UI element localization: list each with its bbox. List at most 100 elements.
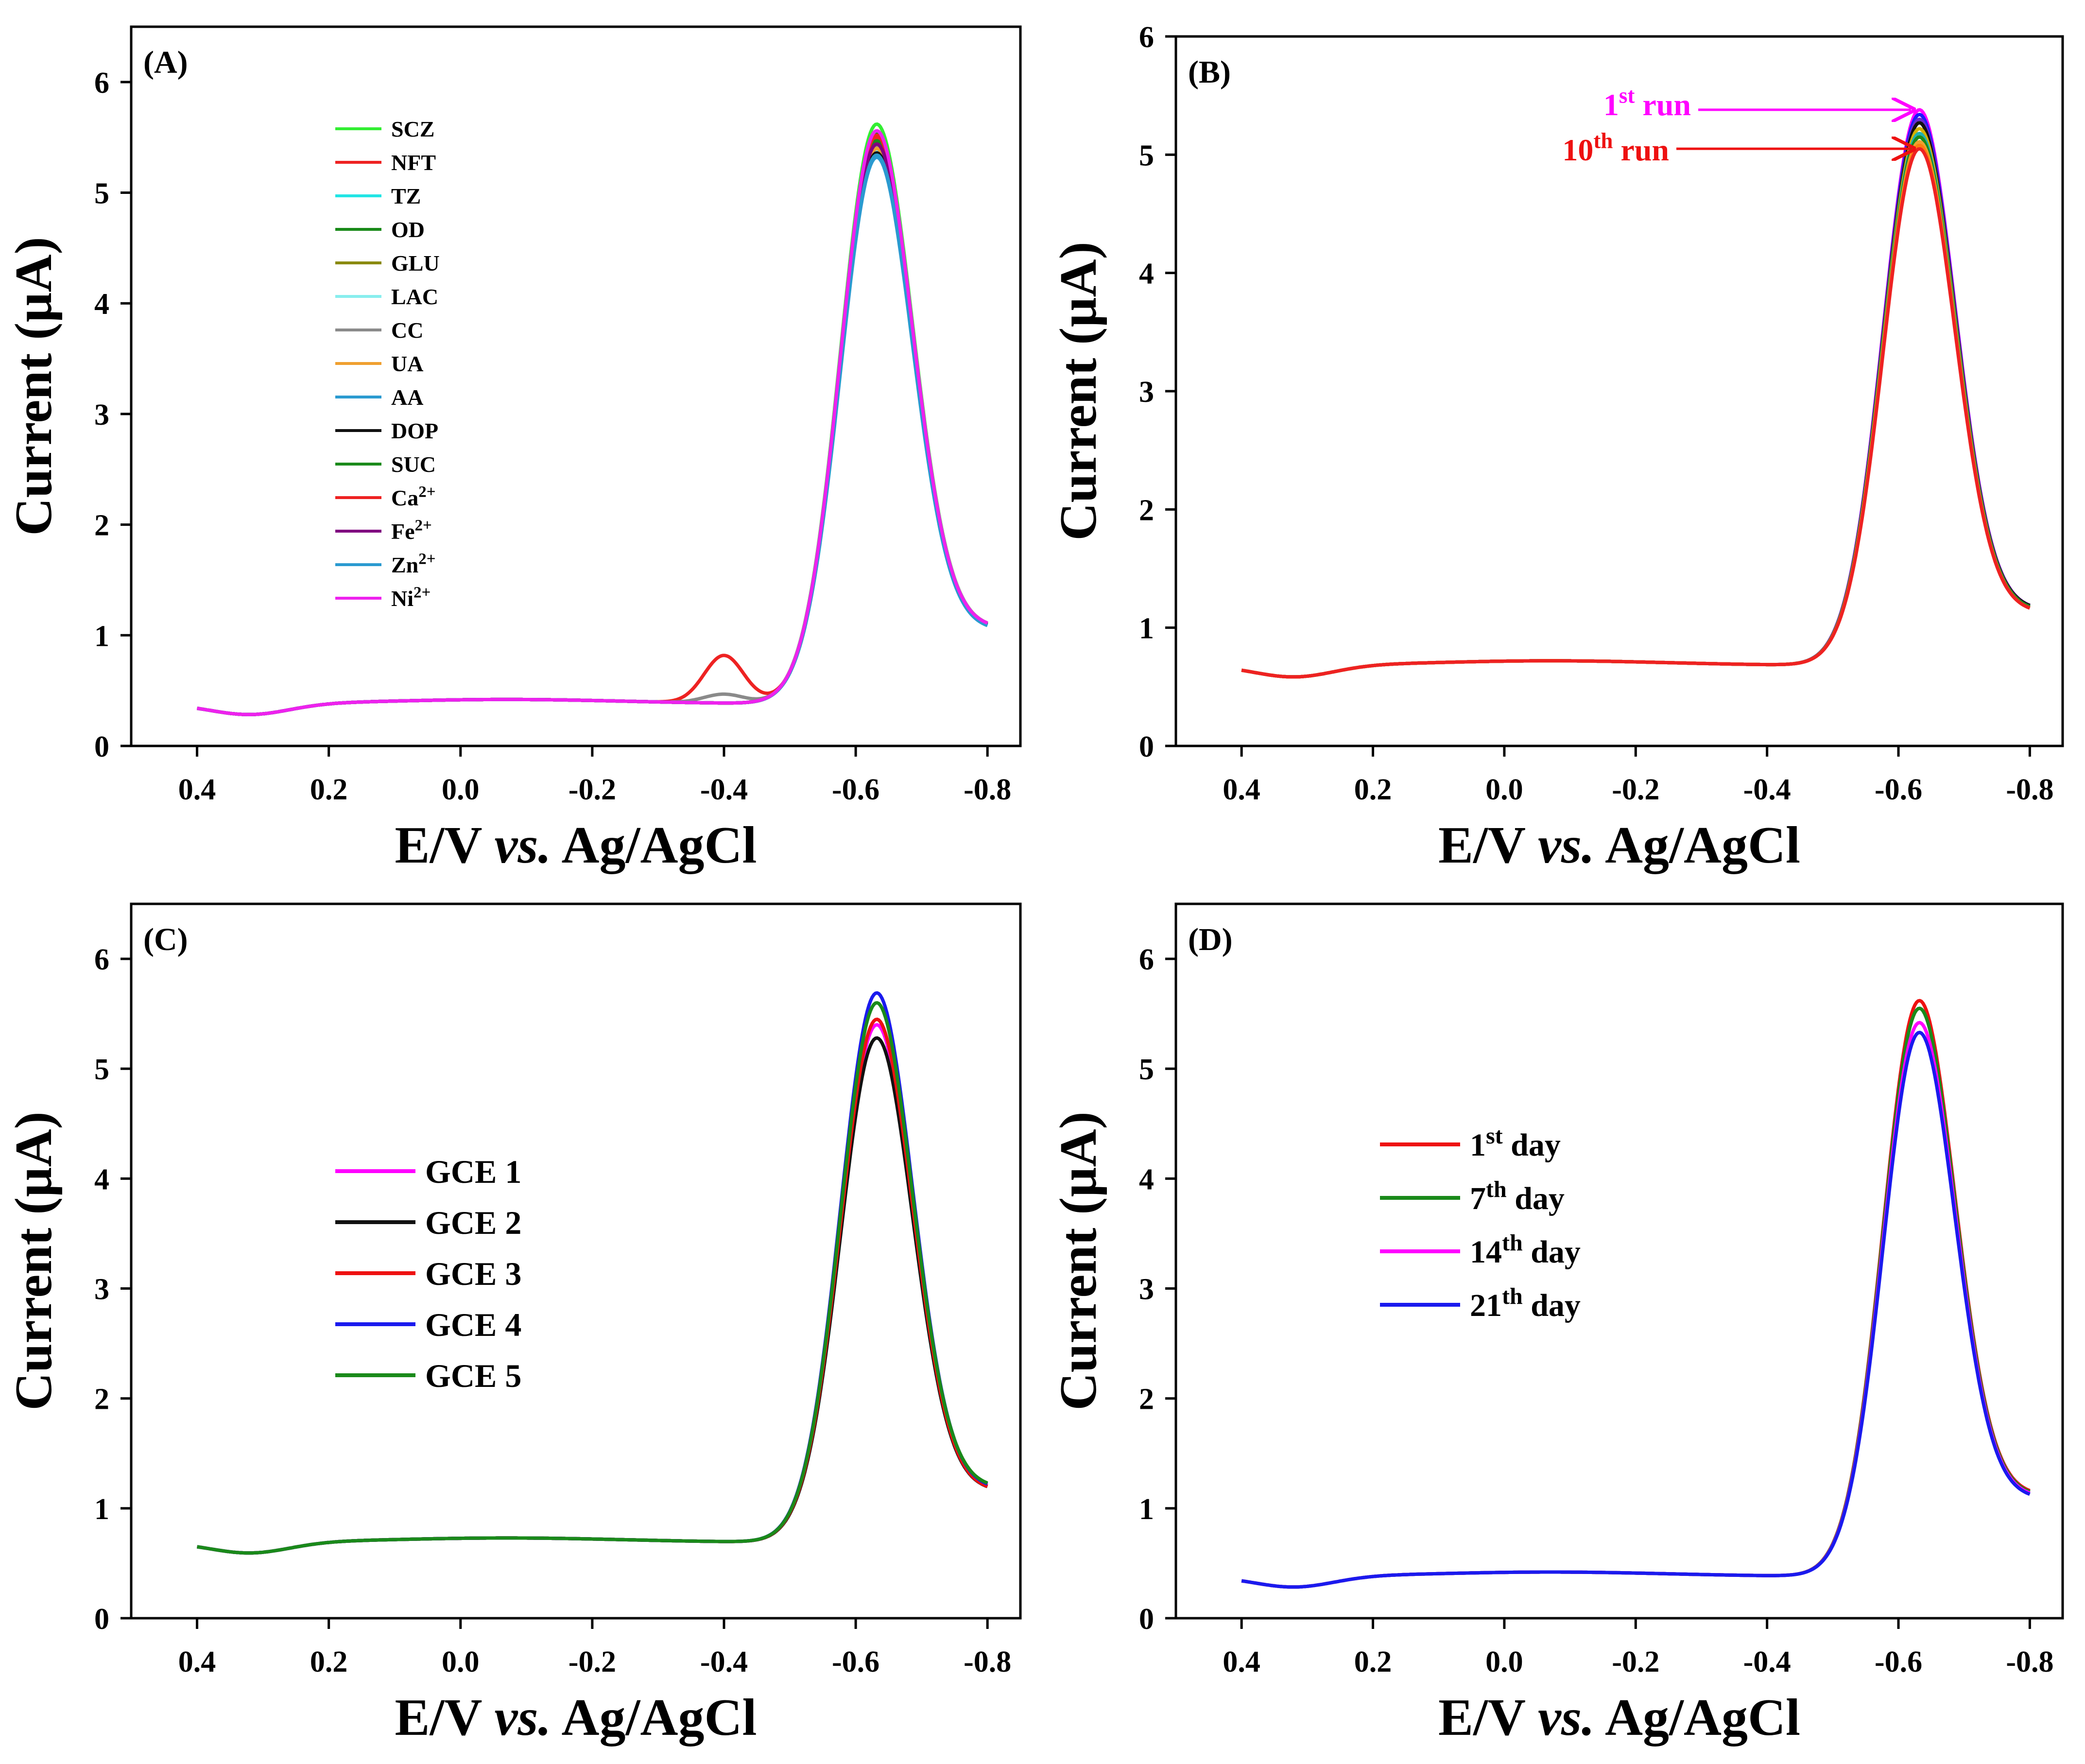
legend-label: NFT	[391, 150, 436, 175]
x-tick-label: -0.6	[832, 773, 879, 806]
legend: GCE 1 GCE 2 GCE 3 GCE 4 GCE 5	[335, 1153, 521, 1394]
series-line-gce-5	[197, 1001, 988, 1555]
legend-label: GCE 3	[425, 1255, 521, 1292]
legend: SCZ NFT TZ OD GLU LAC CC UA AA DOP SUC Ca2+ Fe2+ Zn2+…	[335, 117, 440, 611]
legend: 1st day 7th day 14th day 21th day	[1380, 1123, 1581, 1323]
series-line-7	[1241, 1006, 2031, 1589]
panel-b: 0.4 0.2 0.0 -0.2 -0.4 -0.6 -0.8 0 1 2 3 4 5 6 E/V vs. …	[1050, 21, 2064, 874]
y-tick-label: 6	[94, 943, 109, 976]
x-tick-label: 0.4	[1223, 1645, 1260, 1678]
x-tick-label: 0.0	[1485, 773, 1523, 806]
series-line-gce-2	[197, 1036, 988, 1555]
series-line-dop	[196, 151, 988, 716]
y-tick-label: 3	[1139, 376, 1154, 409]
y-tick-label: 6	[1139, 943, 1154, 976]
series-line-2	[1241, 113, 2031, 679]
x-tick-label: -0.4	[1743, 773, 1791, 806]
legend-label: 14th day	[1470, 1230, 1581, 1270]
y-tick-label: 0	[1139, 730, 1154, 763]
legend-label: GCE 5	[425, 1357, 521, 1394]
plot-frame	[1174, 902, 2064, 1620]
legend-label: GCE 2	[425, 1204, 521, 1241]
y-tick-label: 1	[94, 620, 109, 653]
x-tick-label: 0.0	[442, 773, 480, 806]
series-line-tz	[196, 147, 988, 716]
y-axis-label: Current (µA)	[5, 1111, 63, 1410]
x-tick-label: -0.2	[1612, 773, 1659, 806]
legend-label: Ca2+	[391, 484, 436, 510]
legend-label: AA	[391, 385, 423, 410]
x-tick-label: 0.2	[310, 773, 348, 806]
series-line-ca	[196, 133, 988, 716]
series-line-6	[1241, 132, 2031, 679]
legend-label: 21th day	[1470, 1283, 1581, 1323]
y-tick-label: 5	[1139, 139, 1154, 172]
series-line-gce-3	[197, 1018, 988, 1555]
x-axis-label: E/V vs. Ag/AgCl	[1438, 1689, 1800, 1747]
legend-label: LAC	[391, 284, 438, 309]
x-tick-label: -0.2	[1612, 1645, 1659, 1678]
legend-label: 1st day	[1470, 1123, 1561, 1163]
y-tick-label: 5	[1139, 1053, 1154, 1086]
y-tick-label: 6	[1139, 21, 1154, 54]
legend-label: 7th day	[1470, 1176, 1565, 1216]
series-line-10	[1241, 147, 2031, 679]
series-line-scz	[196, 122, 988, 716]
series-line-9	[1241, 143, 2031, 679]
legend-label: GCE 4	[425, 1306, 521, 1343]
legend-label: Ni2+	[391, 584, 431, 611]
y-tick-label: 2	[1139, 1383, 1154, 1416]
x-tick-label: -0.2	[569, 1645, 616, 1678]
y-tick-label: 0	[1139, 1603, 1154, 1636]
panel-d: 0.4 0.2 0.0 -0.2 -0.4 -0.6 -0.8 0 1 2 3 4 5 6 E/V vs. …	[1050, 902, 2064, 1747]
series-line-ni	[196, 129, 988, 716]
y-tick-label: 2	[1139, 494, 1154, 527]
y-tick-label: 3	[94, 398, 109, 432]
series-line-8	[1241, 140, 2031, 679]
x-tick-label: -0.6	[1875, 773, 1922, 806]
series-line-14	[1241, 1020, 2031, 1589]
y-tick-label: 4	[1139, 1163, 1154, 1196]
series-line-4	[1241, 121, 2031, 679]
x-tick-label: -0.8	[964, 773, 1011, 806]
y-tick-label: 6	[94, 67, 109, 100]
x-tick-label: -0.8	[2006, 1645, 2053, 1678]
x-tick-label: 0.4	[1223, 773, 1260, 806]
y-tick-label: 0	[94, 1603, 109, 1636]
x-tick-label: 0.4	[178, 773, 216, 806]
legend-label: Fe2+	[391, 517, 432, 544]
series-line-1	[1241, 108, 2031, 679]
series-line-21	[1241, 1031, 2031, 1589]
legend-label: CC	[391, 318, 423, 343]
y-axis-label: Current (µA)	[1050, 1111, 1107, 1410]
plot-frame	[130, 902, 1022, 1620]
curves	[197, 991, 988, 1555]
y-tick-label: 4	[94, 1163, 109, 1196]
series-line-aa	[196, 156, 988, 716]
legend-label: TZ	[391, 184, 421, 208]
panel-a: 0.4 0.2 0.0 -0.2 -0.4 -0.6 -0.8 0 1 2 3 4 5 6 E/V vs. …	[5, 25, 1022, 874]
series-line-3	[1241, 117, 2031, 679]
series-line-cc	[196, 144, 988, 716]
y-axis-label: Current (µA)	[5, 237, 63, 536]
x-tick-label: -0.2	[569, 773, 616, 806]
curves	[1241, 108, 2031, 679]
x-axis-label: E/V vs. Ag/AgCl	[395, 1689, 757, 1747]
x-axis-label: E/V vs. Ag/AgCl	[395, 816, 757, 874]
x-axis-label: E/V vs. Ag/AgCl	[1438, 816, 1800, 874]
y-tick-label: 3	[1139, 1273, 1154, 1306]
series-line-1	[1241, 999, 2031, 1589]
panel-label: (C)	[143, 922, 188, 957]
legend-label: DOP	[391, 418, 438, 443]
series-line-fe	[196, 142, 988, 716]
x-tick-label: 0.4	[178, 1645, 216, 1678]
series-line-gce-4	[197, 991, 988, 1555]
y-tick-label: 4	[1139, 258, 1154, 291]
series-line-7	[1241, 135, 2031, 679]
y-tick-label: 2	[94, 1383, 109, 1416]
panel-label: (B)	[1188, 54, 1231, 90]
legend-label: GLU	[391, 251, 440, 276]
x-tick-label: 0.2	[310, 1645, 348, 1678]
x-tick-label: 0.2	[1354, 1645, 1392, 1678]
